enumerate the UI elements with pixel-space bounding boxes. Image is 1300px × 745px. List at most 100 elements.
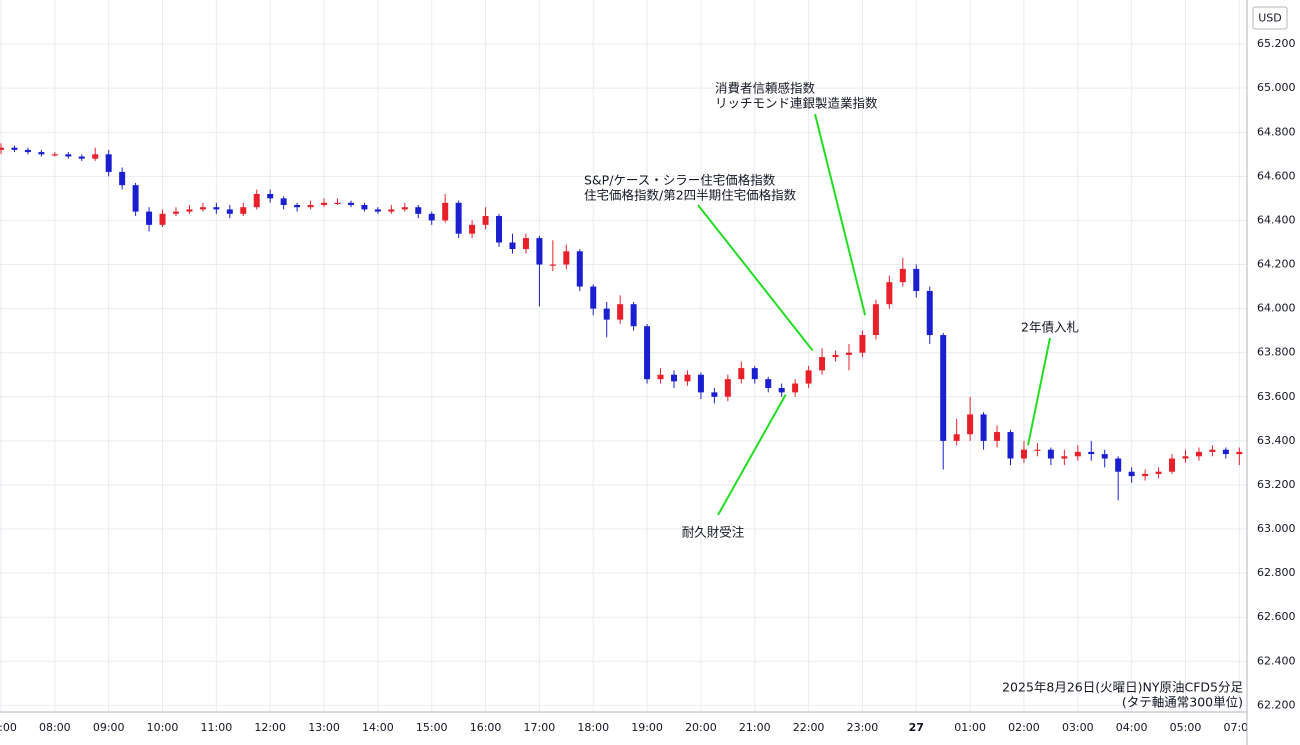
candle-body	[374, 209, 381, 212]
x-tick-label: 22:00	[793, 721, 825, 734]
candle-body	[765, 379, 772, 388]
candle-body	[536, 238, 543, 265]
x-tick-label: 11:00	[201, 721, 233, 734]
candle-body	[496, 216, 503, 243]
candle-body	[1047, 449, 1054, 459]
candle-body	[711, 392, 718, 397]
annotation-text: 住宅価格指数/第2四半期住宅価格指数	[584, 188, 797, 203]
annotation-pointer	[1027, 337, 1051, 446]
candle-body	[522, 238, 529, 250]
candle-body	[778, 387, 785, 393]
annotation-pointer	[814, 113, 867, 316]
x-tick-label: 23:00	[847, 721, 879, 734]
candle-body	[994, 432, 1001, 441]
candle-body	[415, 207, 422, 214]
candle-body	[751, 368, 758, 380]
candle-body	[899, 268, 906, 283]
currency-box	[1252, 6, 1288, 30]
candle-body	[321, 202, 328, 206]
candle-body	[307, 205, 314, 208]
candle-body	[724, 379, 731, 397]
y-tick-label: 62.800	[1257, 566, 1296, 579]
candle-body	[886, 282, 893, 305]
x-tick-label: 21:00	[739, 721, 771, 734]
candle-body	[1007, 432, 1014, 459]
candle-body	[603, 308, 610, 320]
candle-body	[213, 207, 220, 210]
candle-body	[913, 268, 920, 291]
currency-label: USD	[1258, 12, 1282, 25]
candle-body	[805, 370, 812, 384]
candle-body	[1101, 454, 1108, 459]
candle-body	[92, 154, 99, 159]
candle-body	[509, 242, 516, 250]
candle-body	[267, 193, 274, 199]
candle-body	[482, 216, 489, 225]
annotation-text: リッチモンド連銀製造業指数	[715, 96, 878, 111]
annotation-text: 耐久財受注	[682, 525, 745, 540]
candle-body	[1088, 451, 1095, 455]
y-tick-label: 65.200	[1257, 37, 1296, 50]
x-tick-label: 01:00	[954, 721, 986, 734]
y-tick-label: 65.000	[1257, 81, 1296, 94]
candle-body	[347, 202, 354, 206]
candle-body	[872, 304, 879, 336]
x-tick-label: 12:00	[254, 721, 286, 734]
candle-body	[1155, 471, 1162, 474]
y-tick-label: 64.200	[1257, 258, 1296, 271]
candle-body	[1236, 451, 1243, 455]
y-tick-label: 63.600	[1257, 390, 1296, 403]
x-tick-label: 19:00	[631, 721, 663, 734]
candle-body	[1061, 456, 1068, 459]
candle-body	[0, 147, 4, 150]
candle-body	[576, 251, 583, 287]
y-tick-label: 62.400	[1257, 654, 1296, 667]
candle-body	[65, 154, 72, 157]
candle-body	[845, 352, 852, 355]
plot-area: 07:00 08:00 09:00 10:00 11:00 12:00 13:00 14:00…	[0, 143, 1255, 734]
candle-body	[294, 205, 301, 208]
candle-body	[926, 290, 933, 336]
candle-body	[967, 414, 974, 435]
candle-body	[38, 152, 45, 155]
x-tick-label: 05:00	[1170, 721, 1202, 734]
x-tick-label: 09:00	[93, 721, 125, 734]
candle-body	[697, 374, 704, 393]
y-tick-label: 62.600	[1257, 610, 1296, 623]
candle-body	[1195, 451, 1202, 457]
candle-body	[361, 205, 368, 210]
y-tick-label: 64.400	[1257, 213, 1296, 226]
candle-body	[240, 207, 247, 214]
candle-body	[442, 202, 449, 221]
candle-body	[186, 209, 193, 212]
candle-body	[590, 286, 597, 309]
y-axis: 62.200 62.400 62.600 62.800 63.000 63.200 63.4…	[1257, 37, 1296, 711]
y-tick-label: 64.000	[1257, 302, 1296, 315]
y-tick-label: 64.600	[1257, 169, 1296, 182]
annotation-pointer	[697, 204, 814, 352]
candle-body	[78, 156, 85, 159]
chart-note: 2025年8月26日(火曜日)NY原油CFD5分足	[1002, 680, 1243, 695]
candle-body	[738, 368, 745, 380]
candle-body	[146, 211, 153, 225]
candle-body	[388, 209, 395, 212]
candle-body	[1142, 473, 1149, 477]
candle-body	[428, 213, 435, 221]
candle-body	[1034, 449, 1041, 451]
candle-body	[1074, 451, 1081, 457]
candle-body	[11, 147, 18, 150]
candle-body	[24, 149, 31, 153]
candle-body	[1209, 449, 1216, 452]
annotations: 耐久財受注 S&P/ケース・シラー住宅価格指数住宅価格指数/第2四半期住宅価格指数…	[584, 81, 1079, 540]
candle-body	[253, 193, 260, 208]
candle-body	[1182, 456, 1189, 459]
y-tick-label: 63.000	[1257, 522, 1296, 535]
annotation-text: 消費者信頼感指数	[715, 81, 816, 96]
x-tick-label: 15:00	[416, 721, 448, 734]
x-tick-label: 27	[909, 721, 924, 734]
candle-body	[792, 383, 799, 393]
candle-body	[280, 198, 287, 206]
x-tick-label: 10:00	[147, 721, 179, 734]
candle-body	[859, 335, 866, 353]
